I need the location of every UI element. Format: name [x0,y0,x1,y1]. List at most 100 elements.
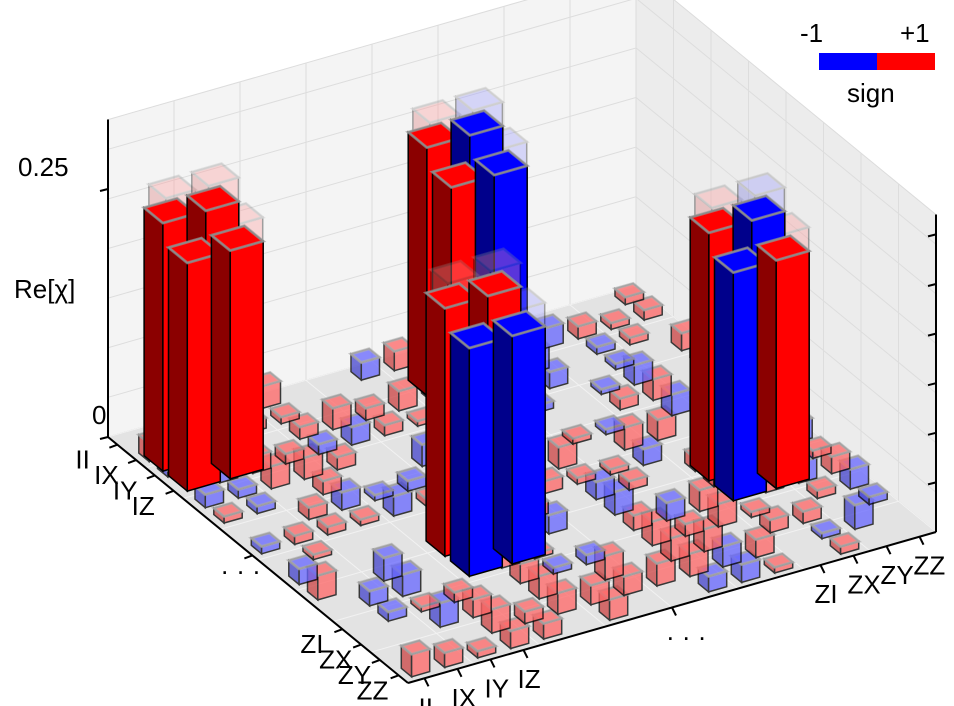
wall-grid-line [635,47,937,295]
bar-top-rim [165,236,224,265]
row-tick [146,474,156,480]
bar-top-rim [470,247,524,273]
row-tick [390,674,399,680]
bar-top-face [566,311,598,328]
bar-left-face [713,255,735,503]
bar-top-rim [347,347,383,365]
bar-top-face [654,488,687,504]
small-bar [686,474,721,514]
col-label: II [419,692,433,706]
bar-top-rim [572,539,608,557]
small-bar [347,504,382,528]
small-bar [299,539,335,562]
legend-blue-swatch [819,53,877,70]
small-bar [464,635,499,660]
bar-top-rim [472,148,531,177]
small-bar [742,524,778,560]
bar-top-face [395,466,428,482]
bar-top-rim [374,596,410,614]
bar-top-face [432,638,465,654]
bar-top-face [560,424,593,440]
row-label: ZI [300,629,323,659]
bar-top-rim [606,383,642,401]
bar-top-face [212,502,244,518]
row-tick [352,643,362,649]
bar-top-rim [653,487,688,505]
bar-top-face [599,308,631,324]
bar-top-rim [803,475,839,493]
small-bar [803,475,839,501]
bar-top-rim [183,184,242,213]
small-bar [737,496,773,519]
bar-top-face [409,592,442,608]
small-bar [314,511,349,537]
bar-top-rim [511,596,547,614]
col-label: IX [452,683,477,706]
bar-top-rim [596,454,632,472]
positive-bar [754,233,813,491]
bar-top-rim [855,481,891,499]
bar-top-rim [371,409,406,427]
small-bar [653,487,688,523]
bar-top-face [828,532,861,548]
bar-top-rim [615,465,651,483]
row-tick [109,443,118,449]
row-label: IY [113,475,138,505]
bar-top-rim [429,160,488,190]
col-label: IY [485,673,510,703]
row-tick [127,459,137,464]
bar-top-rim [352,392,388,410]
row-label: IX [94,460,119,490]
row-label: IZ [132,491,155,521]
col-tick [456,668,463,678]
bar-top-rim [734,171,788,198]
bar-top-face [454,87,504,112]
negative-bar [490,309,549,566]
legend-title: sign [847,78,895,108]
wall-grid-line [107,47,637,200]
bar-top-rim [210,501,246,519]
bar-top-rim [224,474,260,492]
small-bar [319,392,355,432]
bar-top-face [190,162,240,187]
small-bar [272,438,307,466]
bar-top-rim [754,233,813,263]
bar-left-face [492,318,513,566]
bar-top-face [512,597,545,613]
row-axis-line [107,436,409,684]
bar-top-rim [361,479,397,497]
bar-top-rim [385,375,421,393]
bar-top-face [371,543,404,559]
bar-top-rim [729,194,788,223]
bar-top-rim [611,281,647,299]
dominant-bars [140,86,813,578]
bar-top-rim [409,98,463,125]
bar-top-face [584,332,617,348]
bar-top-rim [370,542,406,560]
bar-top-face [249,532,282,548]
bar-top-face [348,505,381,521]
bar-left-face [143,206,164,473]
small-bar [305,428,340,457]
bar-top-rim [597,307,633,325]
bar-top-face [147,175,197,200]
right-z-tick [927,233,937,238]
small-bar [756,504,792,535]
bar-top-face [357,576,390,593]
row-label: ZZ [357,675,389,705]
col-tick [918,536,925,546]
bar-top-face [399,639,432,656]
right-z-tick [927,332,937,337]
bar-top-face [574,540,607,556]
row-tick [334,628,343,634]
small-bar [602,348,637,372]
positive-bar [208,224,267,481]
row-tick [244,554,253,560]
bar-top-rim [281,520,316,538]
row-tick [165,489,174,495]
bar-top-rim [431,637,466,655]
bar-left-face [210,233,231,481]
bar-top-rim [347,504,382,522]
